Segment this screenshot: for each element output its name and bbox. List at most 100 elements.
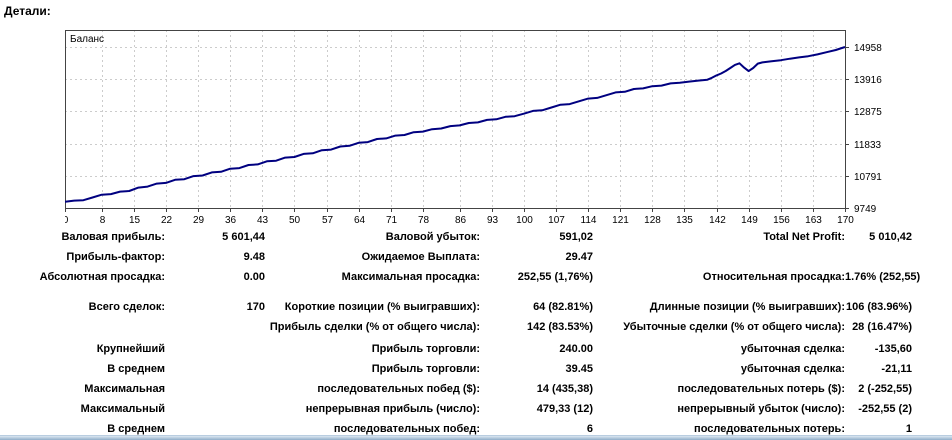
stat-value: 106 (83.96%) [845,301,912,313]
stat-value: 170 [246,301,265,313]
stat-value: 479,33 (12) [536,403,593,415]
stat-value: 29.47 [565,251,593,263]
x-axis-tick-label: 22 [161,215,173,226]
table-row: В среднем последовательных побед: 6 последо… [0,419,952,439]
stat-label: Валовой убыток: [385,231,480,243]
stat-label: последовательных потерь: [694,423,845,435]
table-row: Прибыль-фактор: 9.48 Ожидаемое Выплата: 29.… [0,247,952,267]
balance-chart: 0 8 15 22 29 36 43 50 57 64 71 78 86 93 100 107 114 121 12… [63,30,952,230]
x-axis-tick-label: 43 [257,215,269,226]
x-axis-tick-label: 163 [805,215,822,226]
x-axis-tick-label: 78 [418,215,430,226]
y-axis-tick-label: 10791 [854,172,882,183]
table-row: Максимальная последовательных побед ($): 1… [0,379,952,399]
stat-label: Прибыль торговли: [371,363,480,375]
x-axis-tick-label: 29 [193,215,205,226]
balance-line [64,46,846,203]
stat-value [165,399,265,419]
x-axis-tick-label: 142 [709,215,726,226]
x-axis-tick-label: 57 [322,215,334,226]
stat-value: 14 (435,38) [536,383,593,395]
stat-label: В среднем [107,423,165,435]
stat-value: 5 010,42 [869,231,912,243]
stat-label: последовательных потерь ($): [677,383,845,395]
x-axis-tick-label: 64 [354,215,366,226]
stat-label: убыточная сделка: [740,363,845,375]
page-title: Детали: [4,4,51,18]
x-axis-tick-label: 71 [386,215,398,226]
stat-label: Длинные позиции (% выигравших): [649,301,845,313]
table-row: Всего сделок: 170 Короткие позиции (% выиг… [0,297,952,317]
stat-value [165,379,265,399]
balance-chart-svg: 0 8 15 22 29 36 43 50 57 64 71 78 86 93 100 107 114 121 12… [63,30,882,226]
stat-label: Прибыль-фактор: [66,251,165,263]
stat-label: Ожидаемое Выплата: [361,251,480,263]
stat-label [593,247,845,267]
stat-value [165,359,265,379]
table-row: Абсолютная просадка: 0.00 Максимальная про… [0,267,952,287]
stat-value: 0.00 [243,271,265,283]
stat-label: Прибыль сделки (% от общего числа): [269,321,480,333]
stat-label: непрерывная прибыль (число): [305,403,480,415]
stat-value: 5 601,44 [222,231,265,243]
stat-label: Убыточные сделки (% от общего числа): [623,321,845,333]
stats-table: Валовая прибыль: 5 601,44 Валовой убыток: 5… [0,227,952,439]
x-axis-tick-label: 50 [289,215,301,226]
stat-label: Максимальная просадка: [341,271,480,283]
chart-plot-border [65,30,846,209]
stat-label: В среднем [107,363,165,375]
x-axis-tick-label: 128 [644,215,661,226]
stat-value: 142 (83.53%) [526,321,593,333]
stat-label: Крупнейший [96,343,165,355]
stat-value: 1.76% (252,55) [845,271,921,283]
table-row: Прибыль сделки (% от общего числа): 142 (… [0,317,952,337]
stat-label: Всего сделок: [88,301,165,313]
stat-label: последовательных побед ($): [317,383,480,395]
chart-legend-balance: Баланс [70,34,104,45]
x-axis-tick-label: 170 [837,215,854,226]
stat-label: Абсолютная просадка: [39,271,165,283]
stat-value: 64 (82.81%) [533,301,593,313]
y-axis-tick-label: 14958 [854,43,882,54]
y-axis-tick-label: 12875 [854,107,882,118]
stat-value: -252,55 (2) [858,403,912,415]
stat-label: Короткие позиции (% выигравших): [284,301,480,313]
x-axis-tick-label: 86 [455,215,467,226]
stat-label [0,317,165,337]
stat-value: 28 (16.47%) [852,321,912,333]
x-axis-tick-label: 114 [581,215,597,226]
stat-value [165,317,265,337]
stat-value: 1 [905,423,912,435]
x-axis-tick-label: 135 [676,215,693,226]
x-axis-tick-label: 93 [487,215,499,226]
x-axis-tick-label: 36 [225,215,237,226]
x-axis-tick-label: 8 [100,215,106,226]
stat-label: непрерывный убыток (число): [677,403,845,415]
x-axis-tick-label: 15 [129,215,141,226]
stat-value: 591,02 [559,231,593,243]
x-axis-tick-label: 100 [516,215,533,226]
stat-value: 2 (-252,55) [858,383,912,395]
stat-label: последовательных побед: [333,423,480,435]
x-axis-tick-label: 121 [612,215,629,226]
stat-value: 252,55 (1,76%) [517,271,593,283]
stat-value: -21,11 [881,363,912,375]
stat-label: Валовая прибыль: [61,231,165,243]
stat-label: Прибыль торговли: [371,343,480,355]
x-axis-tick-label: 0 [65,215,69,226]
table-row: В среднем Прибыль торговли: 39.45 убыточная… [0,359,952,379]
table-row: Максимальный непрерывная прибыль (число):… [0,399,952,419]
table-row: Валовая прибыль: 5 601,44 Валовой убыток: 5… [0,227,952,247]
stat-label: убыточная сделка: [740,343,845,355]
stat-label: Total Net Profit: [763,231,845,243]
x-axis-tick-label: 149 [741,215,758,226]
stat-value: -135,60 [874,343,912,355]
x-axis-tick-label: 156 [773,215,790,226]
y-axis-tick-label: 13916 [854,75,882,86]
x-axis-tick-label: 107 [548,215,565,226]
stat-label: Относительная просадка: [702,271,845,283]
stat-value [845,247,912,267]
window-bottom-border [0,435,952,440]
stat-value: 6 [586,423,593,435]
